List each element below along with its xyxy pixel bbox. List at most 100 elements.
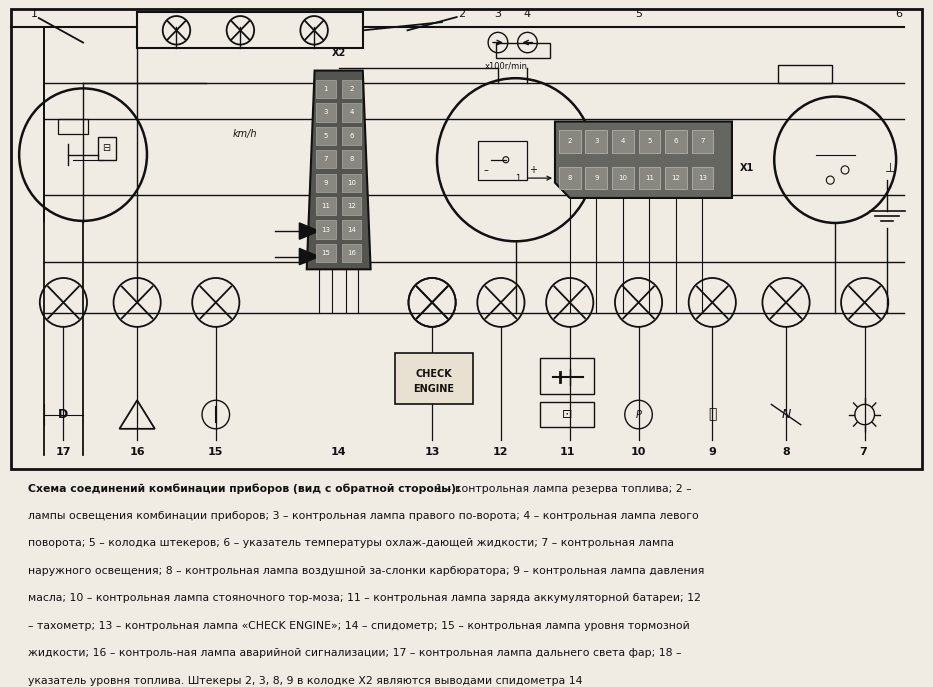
Text: 10: 10 xyxy=(619,175,627,181)
Text: 2: 2 xyxy=(567,138,572,144)
Text: ENGINE: ENGINE xyxy=(413,384,454,394)
Bar xyxy=(341,150,361,168)
Bar xyxy=(316,80,336,98)
Text: CHECK: CHECK xyxy=(416,369,453,379)
Bar xyxy=(586,167,607,190)
Text: 3: 3 xyxy=(594,138,599,144)
Bar xyxy=(559,167,580,190)
Bar xyxy=(341,103,361,122)
Text: 4: 4 xyxy=(524,9,531,19)
Bar xyxy=(496,43,550,58)
Text: 8: 8 xyxy=(782,447,790,458)
Text: жидкости; 16 – контроль-ная лампа аварийной сигнализации; 17 – контрольная лампа: жидкости; 16 – контроль-ная лампа аварий… xyxy=(28,648,681,658)
Text: 10: 10 xyxy=(631,447,647,458)
Polygon shape xyxy=(307,71,370,269)
Bar xyxy=(540,403,594,427)
Bar xyxy=(559,131,580,153)
Text: 6: 6 xyxy=(674,138,678,144)
Text: ⊥: ⊥ xyxy=(884,162,896,175)
Text: 4: 4 xyxy=(349,109,354,115)
Bar xyxy=(778,65,832,83)
Text: Схема соединений комбинации приборов (вид с обратной стороны):: Схема соединений комбинации приборов (ви… xyxy=(28,484,460,494)
Polygon shape xyxy=(299,249,319,264)
Polygon shape xyxy=(555,122,732,198)
Bar xyxy=(665,167,687,190)
Bar xyxy=(316,126,336,145)
Text: указатель уровня топлива. Штекеры 2, 3, 8, 9 в колодке X2 являются выводами спид: указатель уровня топлива. Штекеры 2, 3, … xyxy=(28,675,582,686)
Text: 5: 5 xyxy=(324,133,328,139)
Text: 11: 11 xyxy=(645,175,654,181)
Bar xyxy=(638,131,661,153)
Text: лампы освещения комбинации приборов; 3 – контрольная лампа правого по-ворота; 4 : лампы освещения комбинации приборов; 3 –… xyxy=(28,511,698,521)
Text: 17: 17 xyxy=(56,447,71,458)
Text: X2: X2 xyxy=(331,48,346,58)
Text: 11: 11 xyxy=(560,447,576,458)
Polygon shape xyxy=(299,223,319,239)
Bar xyxy=(341,80,361,98)
Text: 6: 6 xyxy=(896,9,902,19)
Bar xyxy=(341,197,361,215)
Text: поворота; 5 – колодка штекеров; 6 – указатель температуры охлаж-дающей жидкости;: поворота; 5 – колодка штекеров; 6 – указ… xyxy=(28,539,674,548)
Text: D: D xyxy=(58,408,68,421)
Bar xyxy=(691,167,713,190)
Text: N: N xyxy=(781,408,790,421)
Bar xyxy=(137,12,363,47)
Text: 1 – контрольная лампа резерва топлива; 2 –: 1 – контрольная лампа резерва топлива; 2… xyxy=(28,484,504,494)
Bar xyxy=(316,221,336,238)
Text: 9: 9 xyxy=(708,447,717,458)
Text: 5: 5 xyxy=(648,138,651,144)
Text: 10: 10 xyxy=(347,180,356,185)
Text: 16: 16 xyxy=(347,250,356,256)
Text: наружного освещения; 8 – контрольная лампа воздушной за-слонки карбюратора; 9 – : наружного освещения; 8 – контрольная лам… xyxy=(28,566,703,576)
Text: 15: 15 xyxy=(322,250,330,256)
Text: –: – xyxy=(483,165,489,175)
Text: 5: 5 xyxy=(635,9,642,19)
Bar xyxy=(586,131,607,153)
Bar xyxy=(341,126,361,145)
Text: 2: 2 xyxy=(458,9,466,19)
Text: – тахометр; 13 – контрольная лампа «CHECK ENGINE»; 14 – спидометр; 15 – контроль: – тахометр; 13 – контрольная лампа «CHEC… xyxy=(28,621,689,631)
Text: масла; 10 – контрольная лампа стояночного тор-моза; 11 – контрольная лампа заряд: масла; 10 – контрольная лампа стояночног… xyxy=(28,594,701,603)
Text: 7: 7 xyxy=(324,156,328,162)
Text: P: P xyxy=(635,409,642,420)
Text: 13: 13 xyxy=(698,175,707,181)
Bar xyxy=(316,197,336,215)
Bar xyxy=(612,167,634,190)
Text: 1: 1 xyxy=(31,9,37,19)
Bar xyxy=(612,131,634,153)
Bar xyxy=(316,244,336,262)
Text: 6: 6 xyxy=(349,133,354,139)
Text: 12: 12 xyxy=(347,203,355,209)
Text: ⊡: ⊡ xyxy=(562,408,572,421)
Text: 14: 14 xyxy=(347,227,355,233)
Text: 12: 12 xyxy=(494,447,508,458)
Text: !: ! xyxy=(135,413,139,422)
Text: 8: 8 xyxy=(567,175,572,181)
Text: ⊟: ⊟ xyxy=(103,142,111,153)
Bar xyxy=(59,119,88,134)
Text: 15: 15 xyxy=(208,447,224,458)
Text: 9: 9 xyxy=(324,180,328,185)
Bar xyxy=(540,359,594,394)
Text: 12: 12 xyxy=(672,175,680,181)
Text: 13: 13 xyxy=(321,227,330,233)
Text: 1 – контрольная лампа резерва топлива; 2 –: 1 – контрольная лампа резерва топлива; 2… xyxy=(432,484,691,494)
Bar xyxy=(98,137,116,160)
Text: 🛢: 🛢 xyxy=(708,407,717,422)
Text: X1: X1 xyxy=(740,163,754,173)
Text: 1: 1 xyxy=(515,174,521,183)
Text: +: + xyxy=(529,165,537,175)
Bar xyxy=(341,174,361,192)
Bar xyxy=(395,353,473,405)
Text: km/h: km/h xyxy=(233,129,258,139)
Text: x100r/min: x100r/min xyxy=(484,61,527,70)
Text: 3: 3 xyxy=(324,109,328,115)
Bar xyxy=(316,150,336,168)
Text: 3: 3 xyxy=(494,9,501,19)
Bar xyxy=(316,103,336,122)
Bar xyxy=(341,244,361,262)
Bar xyxy=(665,131,687,153)
Text: 1: 1 xyxy=(324,86,328,92)
Bar xyxy=(479,142,527,180)
Text: 2: 2 xyxy=(349,86,354,92)
